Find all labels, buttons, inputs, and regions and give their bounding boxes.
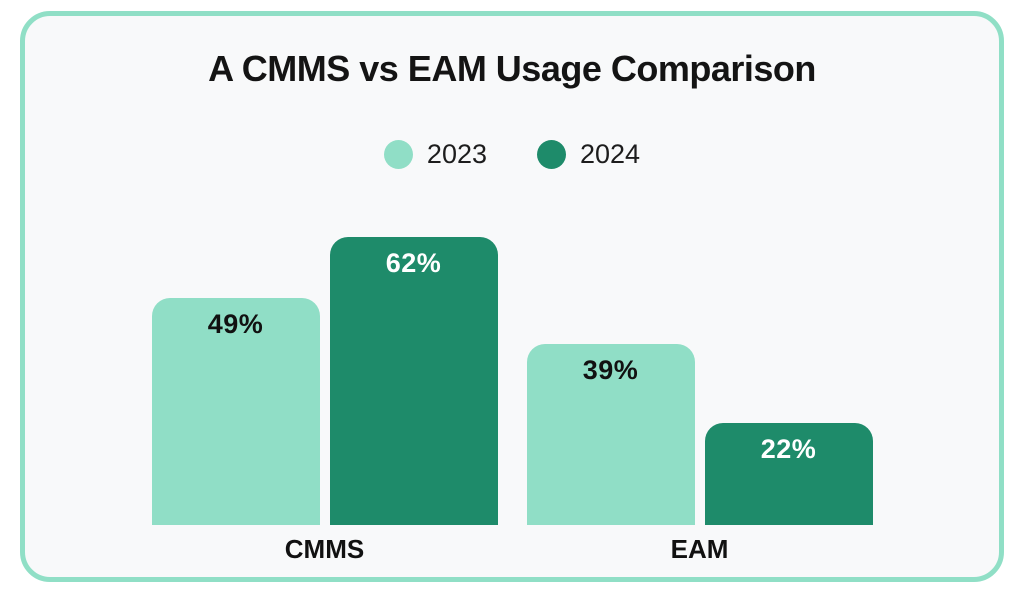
chart-card: A CMMS vs EAM Usage Comparison 2023 2024…: [20, 11, 1004, 582]
bar-cmms-2023: 49%: [151, 298, 320, 526]
bar-value-label-eam-2023: 39%: [582, 355, 639, 386]
category-label-eam: EAM: [670, 534, 729, 565]
bar-value-label-cmms-2023: 49%: [207, 309, 264, 340]
bar-value-label-cmms-2024: 62%: [385, 248, 442, 279]
bars-cmms: 49% 62%: [151, 237, 498, 526]
legend-swatch-2024-icon: [537, 140, 566, 169]
bar-value-label-eam-2024: 22%: [760, 434, 817, 465]
chart-title: A CMMS vs EAM Usage Comparison: [208, 48, 816, 89]
legend: 2023 2024: [25, 139, 999, 170]
legend-swatch-2023-icon: [383, 140, 413, 169]
bar-cmms-2024: 62%: [329, 237, 498, 526]
legend-label-2023: 2023: [426, 139, 487, 169]
category-group-cmms: 49% 62% CMMS: [151, 237, 498, 565]
bar-eam-2024: 22%: [704, 423, 873, 526]
bar-chart: 49% 62% CMMS 39% 22% EAM: [25, 237, 999, 565]
legend-label-2024: 2024: [580, 139, 641, 169]
legend-item-2023: 2023: [383, 139, 487, 170]
bar-eam-2023: 39%: [526, 344, 695, 526]
bars-eam: 39% 22%: [526, 344, 873, 526]
category-label-cmms: CMMS: [284, 534, 365, 565]
category-group-eam: 39% 22% EAM: [526, 344, 873, 565]
legend-item-2024: 2024: [537, 139, 640, 170]
